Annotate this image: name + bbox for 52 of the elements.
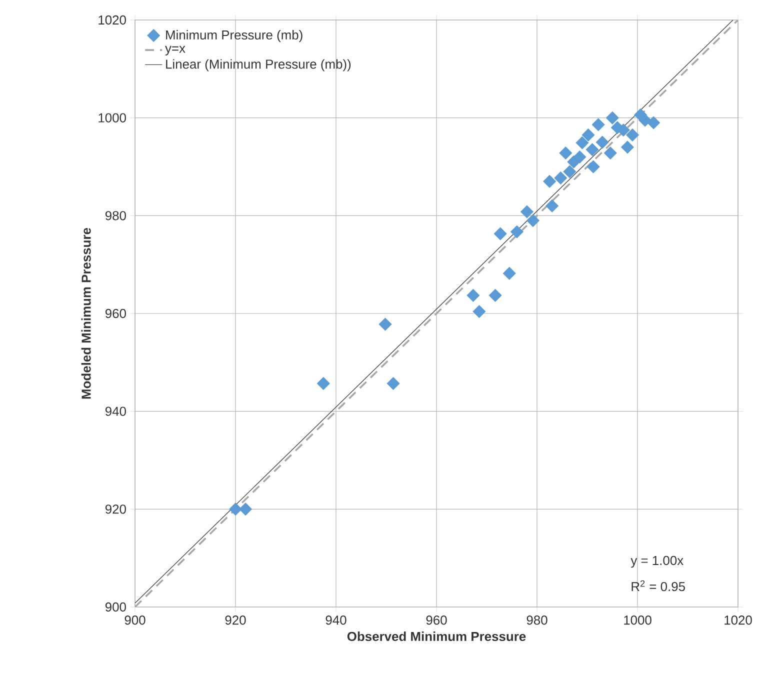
point — [586, 160, 600, 174]
point — [546, 199, 559, 212]
y-tick-label: 900 — [105, 602, 126, 612]
annotation: y = 1.00x — [630, 556, 684, 568]
y-tick-label: 1000 — [98, 113, 126, 122]
point — [586, 143, 599, 156]
point — [563, 165, 576, 178]
x-tick-label: 980 — [526, 616, 548, 625]
x-tick-label: 900 — [124, 616, 146, 625]
point — [604, 146, 617, 160]
annotation: R$^{2}$ = 0.95 — [632, 580, 685, 592]
point — [638, 114, 652, 127]
y-tick-label: 920 — [105, 504, 126, 514]
y-axis-title: Modeled Minimum Pressure — [81, 228, 91, 399]
point — [472, 304, 486, 318]
y-tick-label: 960 — [105, 308, 126, 318]
x-tick-label: 1000 — [624, 616, 652, 625]
point — [386, 376, 400, 390]
x-tick-label: 920 — [225, 616, 246, 625]
point — [626, 128, 640, 142]
point — [466, 288, 480, 302]
point — [610, 121, 624, 134]
point — [520, 205, 534, 218]
point — [488, 288, 502, 302]
x-tick-label: 1020 — [724, 616, 752, 625]
point — [554, 171, 568, 185]
point — [238, 502, 252, 516]
point — [378, 318, 392, 331]
point — [559, 146, 572, 160]
point — [573, 150, 586, 164]
y-tick-label: 940 — [105, 406, 126, 416]
point — [606, 111, 619, 124]
point — [526, 214, 540, 228]
legend-label: y=x — [165, 46, 186, 56]
point — [576, 136, 589, 150]
point — [620, 140, 634, 154]
y-tick-label: 1020 — [98, 15, 126, 25]
x-axis-title: Observed Minimum Pressure — [347, 632, 526, 642]
point — [502, 266, 516, 280]
y-tick-label: 980 — [105, 211, 126, 220]
point — [228, 502, 242, 516]
point — [582, 128, 595, 142]
point — [316, 376, 330, 390]
x-tick-label: 960 — [426, 616, 447, 625]
point — [596, 136, 609, 149]
x-tick-label: 940 — [326, 616, 346, 625]
point — [494, 227, 507, 240]
point — [543, 174, 556, 188]
point — [510, 225, 524, 238]
legend-label: Minimum Pressure (mb) — [166, 30, 302, 42]
legend-label: Linear (Minimum Pressure (mb)) — [166, 59, 351, 72]
point — [592, 118, 605, 132]
